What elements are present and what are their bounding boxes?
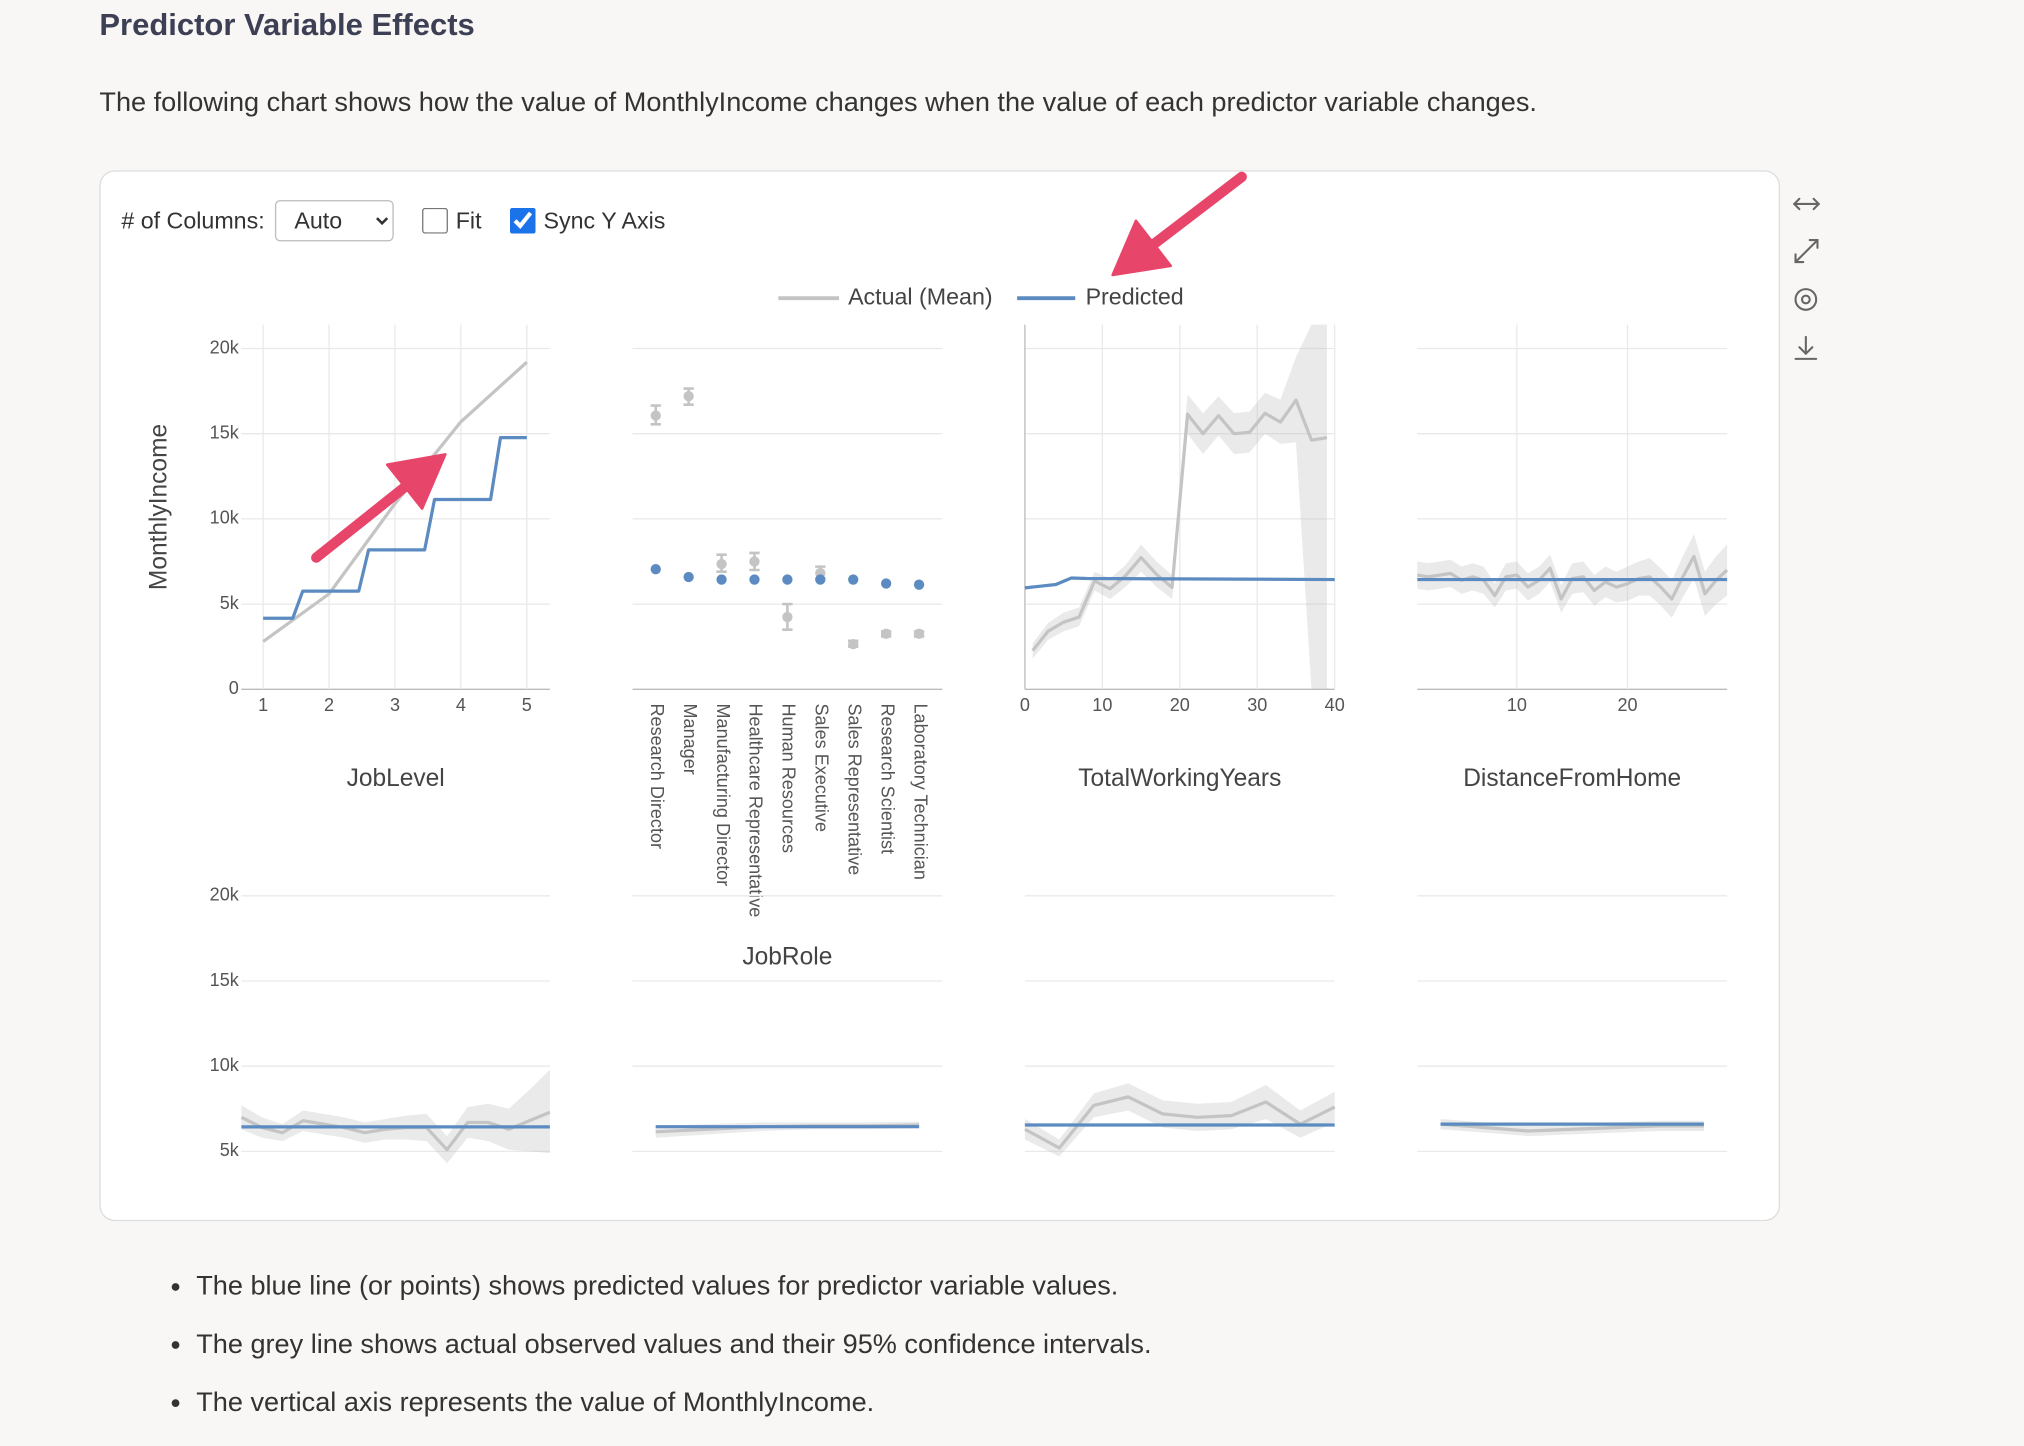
point xyxy=(650,564,661,575)
columns-select[interactable]: Auto xyxy=(275,200,394,242)
point xyxy=(749,556,760,567)
y-tick-label: 5k xyxy=(220,1140,240,1160)
point xyxy=(716,558,727,570)
y-axis-title: MonthlyIncome xyxy=(146,424,173,590)
note: The vertical axis represents the value o… xyxy=(196,1388,1151,1446)
columns-label: # of Columns: xyxy=(121,207,265,233)
x-tick-label: Laboratory Technician xyxy=(910,703,930,879)
x-tick-label: Sales Representative xyxy=(844,703,864,875)
x-tick-label: 2 xyxy=(324,695,334,715)
y-tick-label: 15k xyxy=(210,970,240,990)
arrow-head xyxy=(1111,219,1173,277)
point xyxy=(683,571,694,583)
y-tick-label: 20k xyxy=(210,337,240,357)
y-tick-label: 0 xyxy=(229,678,239,698)
x-tick-label: 3 xyxy=(390,695,400,715)
y-tick-label: 0 xyxy=(229,1225,239,1245)
x-tick-label: Human Resources xyxy=(779,703,799,853)
point xyxy=(913,628,925,639)
x-tick-label: 30 xyxy=(1247,695,1267,715)
arrow-head xyxy=(385,453,447,510)
x-tick-label: 10 xyxy=(1507,695,1527,715)
controls: # of Columns: Auto Fit Sync Y Axis xyxy=(121,200,666,242)
point xyxy=(848,638,859,650)
confidence-band xyxy=(1417,534,1728,618)
section-heading: Predictor Variable Effects xyxy=(99,7,475,43)
x-tick-label: Sales Executive xyxy=(812,703,832,832)
x-tick-label: Healthcare Representative xyxy=(746,703,766,917)
series-line xyxy=(1024,576,1335,590)
point xyxy=(782,611,793,623)
sync-checkbox[interactable] xyxy=(509,207,536,234)
x-tick-label: 20 xyxy=(1617,695,1637,715)
annotation-arrows xyxy=(311,171,1247,563)
chart-title: DistanceFromHome xyxy=(1463,765,1681,792)
legend-label: Predicted xyxy=(1086,283,1184,309)
sync-label: Sync Y Axis xyxy=(543,207,666,233)
point xyxy=(848,574,859,585)
x-tick-label: Manufacturing Director xyxy=(713,703,733,886)
point xyxy=(913,579,925,590)
bottom-row: 0 5k 10k 15k 20k xyxy=(210,885,1728,1245)
arrow-shaft xyxy=(1148,171,1247,250)
point xyxy=(880,628,892,639)
point xyxy=(683,391,694,402)
series-line xyxy=(1024,1095,1336,1150)
download-icon[interactable] xyxy=(1794,335,1818,360)
chart-panel xyxy=(99,170,1781,1222)
x-tick-label: 10 xyxy=(1092,695,1112,715)
x-tick-label: 20 xyxy=(1170,695,1190,715)
point xyxy=(880,578,892,589)
legend: Actual (Mean) Predicted xyxy=(778,283,1184,309)
x-tick-label: 1 xyxy=(258,695,268,715)
chart-title: JobLevel xyxy=(347,765,445,792)
x-tick-label: 0 xyxy=(1020,695,1030,715)
arrow-shaft xyxy=(311,481,411,563)
fit-checkbox[interactable] xyxy=(422,207,448,234)
x-tick-label: Manager xyxy=(680,703,700,774)
chart-title: JobRole xyxy=(742,943,832,970)
x-tick-label: 5 xyxy=(522,695,532,715)
y-tick-label: 15k xyxy=(210,422,240,442)
x-tick-label: Research Scientist xyxy=(877,703,897,854)
point xyxy=(650,410,661,421)
x-tick-label: 40 xyxy=(1325,695,1345,715)
point xyxy=(749,574,760,585)
series-line xyxy=(263,436,527,620)
legend-label: Actual (Mean) xyxy=(848,283,993,309)
y-tick-label: 5k xyxy=(220,593,240,613)
y-tick-label: 10k xyxy=(210,1055,240,1075)
fit-option[interactable]: Fit xyxy=(422,207,482,234)
confidence-band xyxy=(241,1069,550,1164)
description: The following chart shows how the value … xyxy=(99,87,1537,118)
x-tick-label: 4 xyxy=(456,695,466,715)
series-line xyxy=(1031,398,1328,652)
fit-label: Fit xyxy=(455,207,482,233)
y-tick-label: 20k xyxy=(210,885,240,905)
note: The blue line (or points) shows predicte… xyxy=(196,1271,1151,1329)
note: The grey line shows actual observed valu… xyxy=(196,1330,1151,1388)
point xyxy=(815,574,826,585)
series-line xyxy=(262,360,528,643)
expand-width-icon[interactable] xyxy=(1792,197,1821,211)
fullscreen-icon[interactable] xyxy=(1794,239,1819,264)
toolbar-icons xyxy=(1792,197,1821,360)
sync-option[interactable]: Sync Y Axis xyxy=(509,207,666,234)
x-tick-label: Research Director xyxy=(647,703,667,849)
top-row: 0 5k 10k 15k 20k MonthlyIncome 1 2 3 4 5 JobLevel Re… xyxy=(146,324,1729,970)
point xyxy=(782,574,793,585)
chart-title: TotalWorkingYears xyxy=(1078,765,1281,792)
notes-list: The blue line (or points) shows predicte… xyxy=(142,1271,1152,1445)
confidence-band xyxy=(1024,1083,1335,1157)
y-tick-label: 10k xyxy=(210,508,240,528)
point xyxy=(716,574,727,585)
settings-icon[interactable] xyxy=(1794,288,1818,311)
series-line xyxy=(1440,1122,1704,1133)
